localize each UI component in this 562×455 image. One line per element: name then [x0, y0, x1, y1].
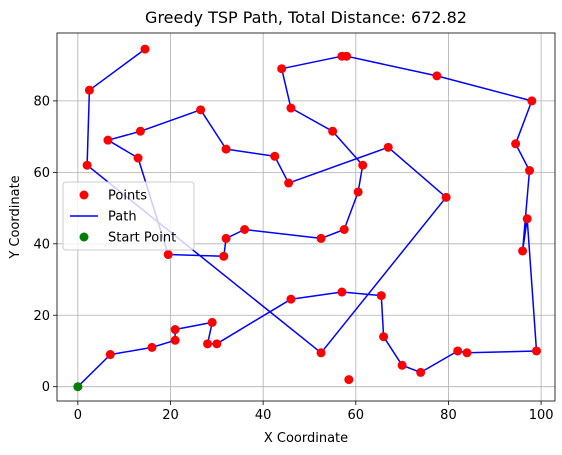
ticks: 0 20 40 60 80 100 0 20 40 60 80	[33, 94, 553, 423]
y-tick-label: 0	[42, 380, 50, 395]
city-point	[103, 135, 113, 145]
y-tick-label: 20	[33, 309, 50, 324]
city-point	[337, 287, 347, 297]
city-point	[147, 342, 157, 352]
city-point	[284, 178, 294, 188]
city-point	[328, 126, 338, 136]
city-point	[196, 105, 206, 115]
city-point	[212, 339, 222, 349]
city-point	[270, 151, 280, 161]
city-point	[277, 64, 287, 74]
legend-label: Points	[108, 189, 147, 204]
y-tick-label: 80	[33, 94, 50, 109]
city-point	[397, 360, 407, 370]
city-point	[170, 335, 180, 345]
city-point	[525, 166, 535, 176]
city-point	[379, 332, 389, 342]
city-point	[316, 348, 326, 358]
axes-frame	[56, 32, 556, 402]
x-tick-label: 100	[529, 408, 554, 423]
city-point	[170, 325, 180, 335]
city-point	[358, 160, 368, 170]
legend-marker	[79, 232, 89, 242]
x-axis-title: X Coordinate	[264, 431, 348, 446]
city-point	[286, 294, 296, 304]
city-point	[140, 44, 150, 54]
y-axis-title: Y Coordinate	[8, 175, 23, 259]
city-point	[339, 225, 349, 235]
city-point	[441, 192, 451, 202]
city-point	[462, 348, 472, 358]
city-point	[383, 142, 393, 152]
city-point	[219, 251, 229, 261]
city-point	[203, 339, 213, 349]
city-point	[221, 233, 231, 243]
city-point	[240, 225, 250, 235]
legend-marker	[79, 190, 89, 200]
city-point	[511, 139, 521, 149]
city-point	[82, 160, 92, 170]
x-tick-label: 80	[440, 408, 457, 423]
city-point	[353, 187, 363, 197]
city-point	[376, 291, 386, 301]
city-point	[453, 346, 463, 356]
city-point	[221, 144, 231, 154]
x-tick-label: 20	[162, 408, 179, 423]
city-point	[518, 246, 528, 256]
city-point	[522, 214, 532, 224]
city-point	[163, 250, 173, 260]
city-point	[135, 126, 145, 136]
city-point	[286, 103, 296, 113]
start-layer	[73, 382, 83, 392]
city-point	[344, 375, 354, 385]
chart-title: Greedy TSP Path, Total Distance: 672.82	[145, 8, 467, 27]
city-point	[207, 317, 217, 327]
city-point	[316, 233, 326, 243]
legend-label: Path	[108, 210, 137, 225]
points-layer	[82, 44, 541, 385]
x-tick-label: 40	[255, 408, 272, 423]
y-tick-label: 40	[33, 237, 50, 252]
start-point-marker	[73, 382, 83, 392]
city-point	[84, 85, 94, 95]
city-point	[527, 96, 537, 106]
city-point	[432, 71, 442, 81]
legend-box	[62, 181, 195, 251]
y-tick-label: 60	[33, 166, 50, 181]
legend-label: Start Point	[108, 231, 176, 246]
city-point	[531, 346, 541, 356]
x-tick-label: 60	[348, 408, 365, 423]
x-tick-label: 0	[74, 408, 82, 423]
city-point	[416, 367, 426, 377]
city-point	[133, 153, 143, 163]
legend: Points Path Start Point	[62, 181, 195, 251]
city-point	[337, 51, 347, 61]
city-point	[105, 350, 115, 360]
